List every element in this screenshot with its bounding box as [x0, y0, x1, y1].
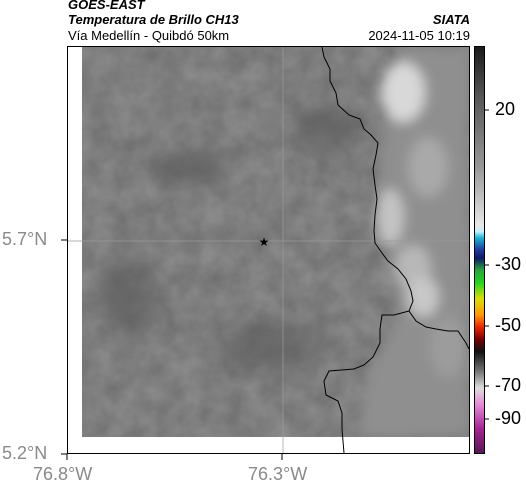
map-canvas: ★ [68, 47, 469, 453]
agency-label: SIATA [432, 12, 470, 27]
satellite-map[interactable]: ★ [67, 46, 470, 454]
satellite-title: GOES-EAST [68, 0, 145, 12]
cloud-band [358, 47, 469, 437]
colorbar-tick-label: -70 [495, 375, 522, 395]
colorbar-tick-label: -30 [495, 254, 522, 274]
route-subtitle: Vía Medellín - Quibdó 50km [68, 28, 230, 43]
department-border [321, 47, 469, 453]
lon-tick-label: 76.8°W [33, 464, 93, 484]
brightness-temperature-image [82, 47, 469, 437]
colorbar-tick-label: -90 [495, 408, 522, 428]
location-marker-star[interactable]: ★ [259, 235, 270, 249]
product-title: Temperatura de Brillo CH13 [68, 12, 239, 27]
graticule [68, 47, 469, 453]
lat-tick-label: 5.2°N [2, 443, 48, 463]
lat-tick-label: 5.7°N [2, 229, 48, 249]
datetime-label: 2024-11-05 10:19 [368, 28, 470, 43]
colorbar-tick-label: 20 [495, 99, 516, 119]
colorbar-tick-label: -50 [495, 315, 522, 335]
temperature-colorbar [474, 46, 485, 454]
lon-tick-label: 76.3°W [248, 464, 308, 484]
